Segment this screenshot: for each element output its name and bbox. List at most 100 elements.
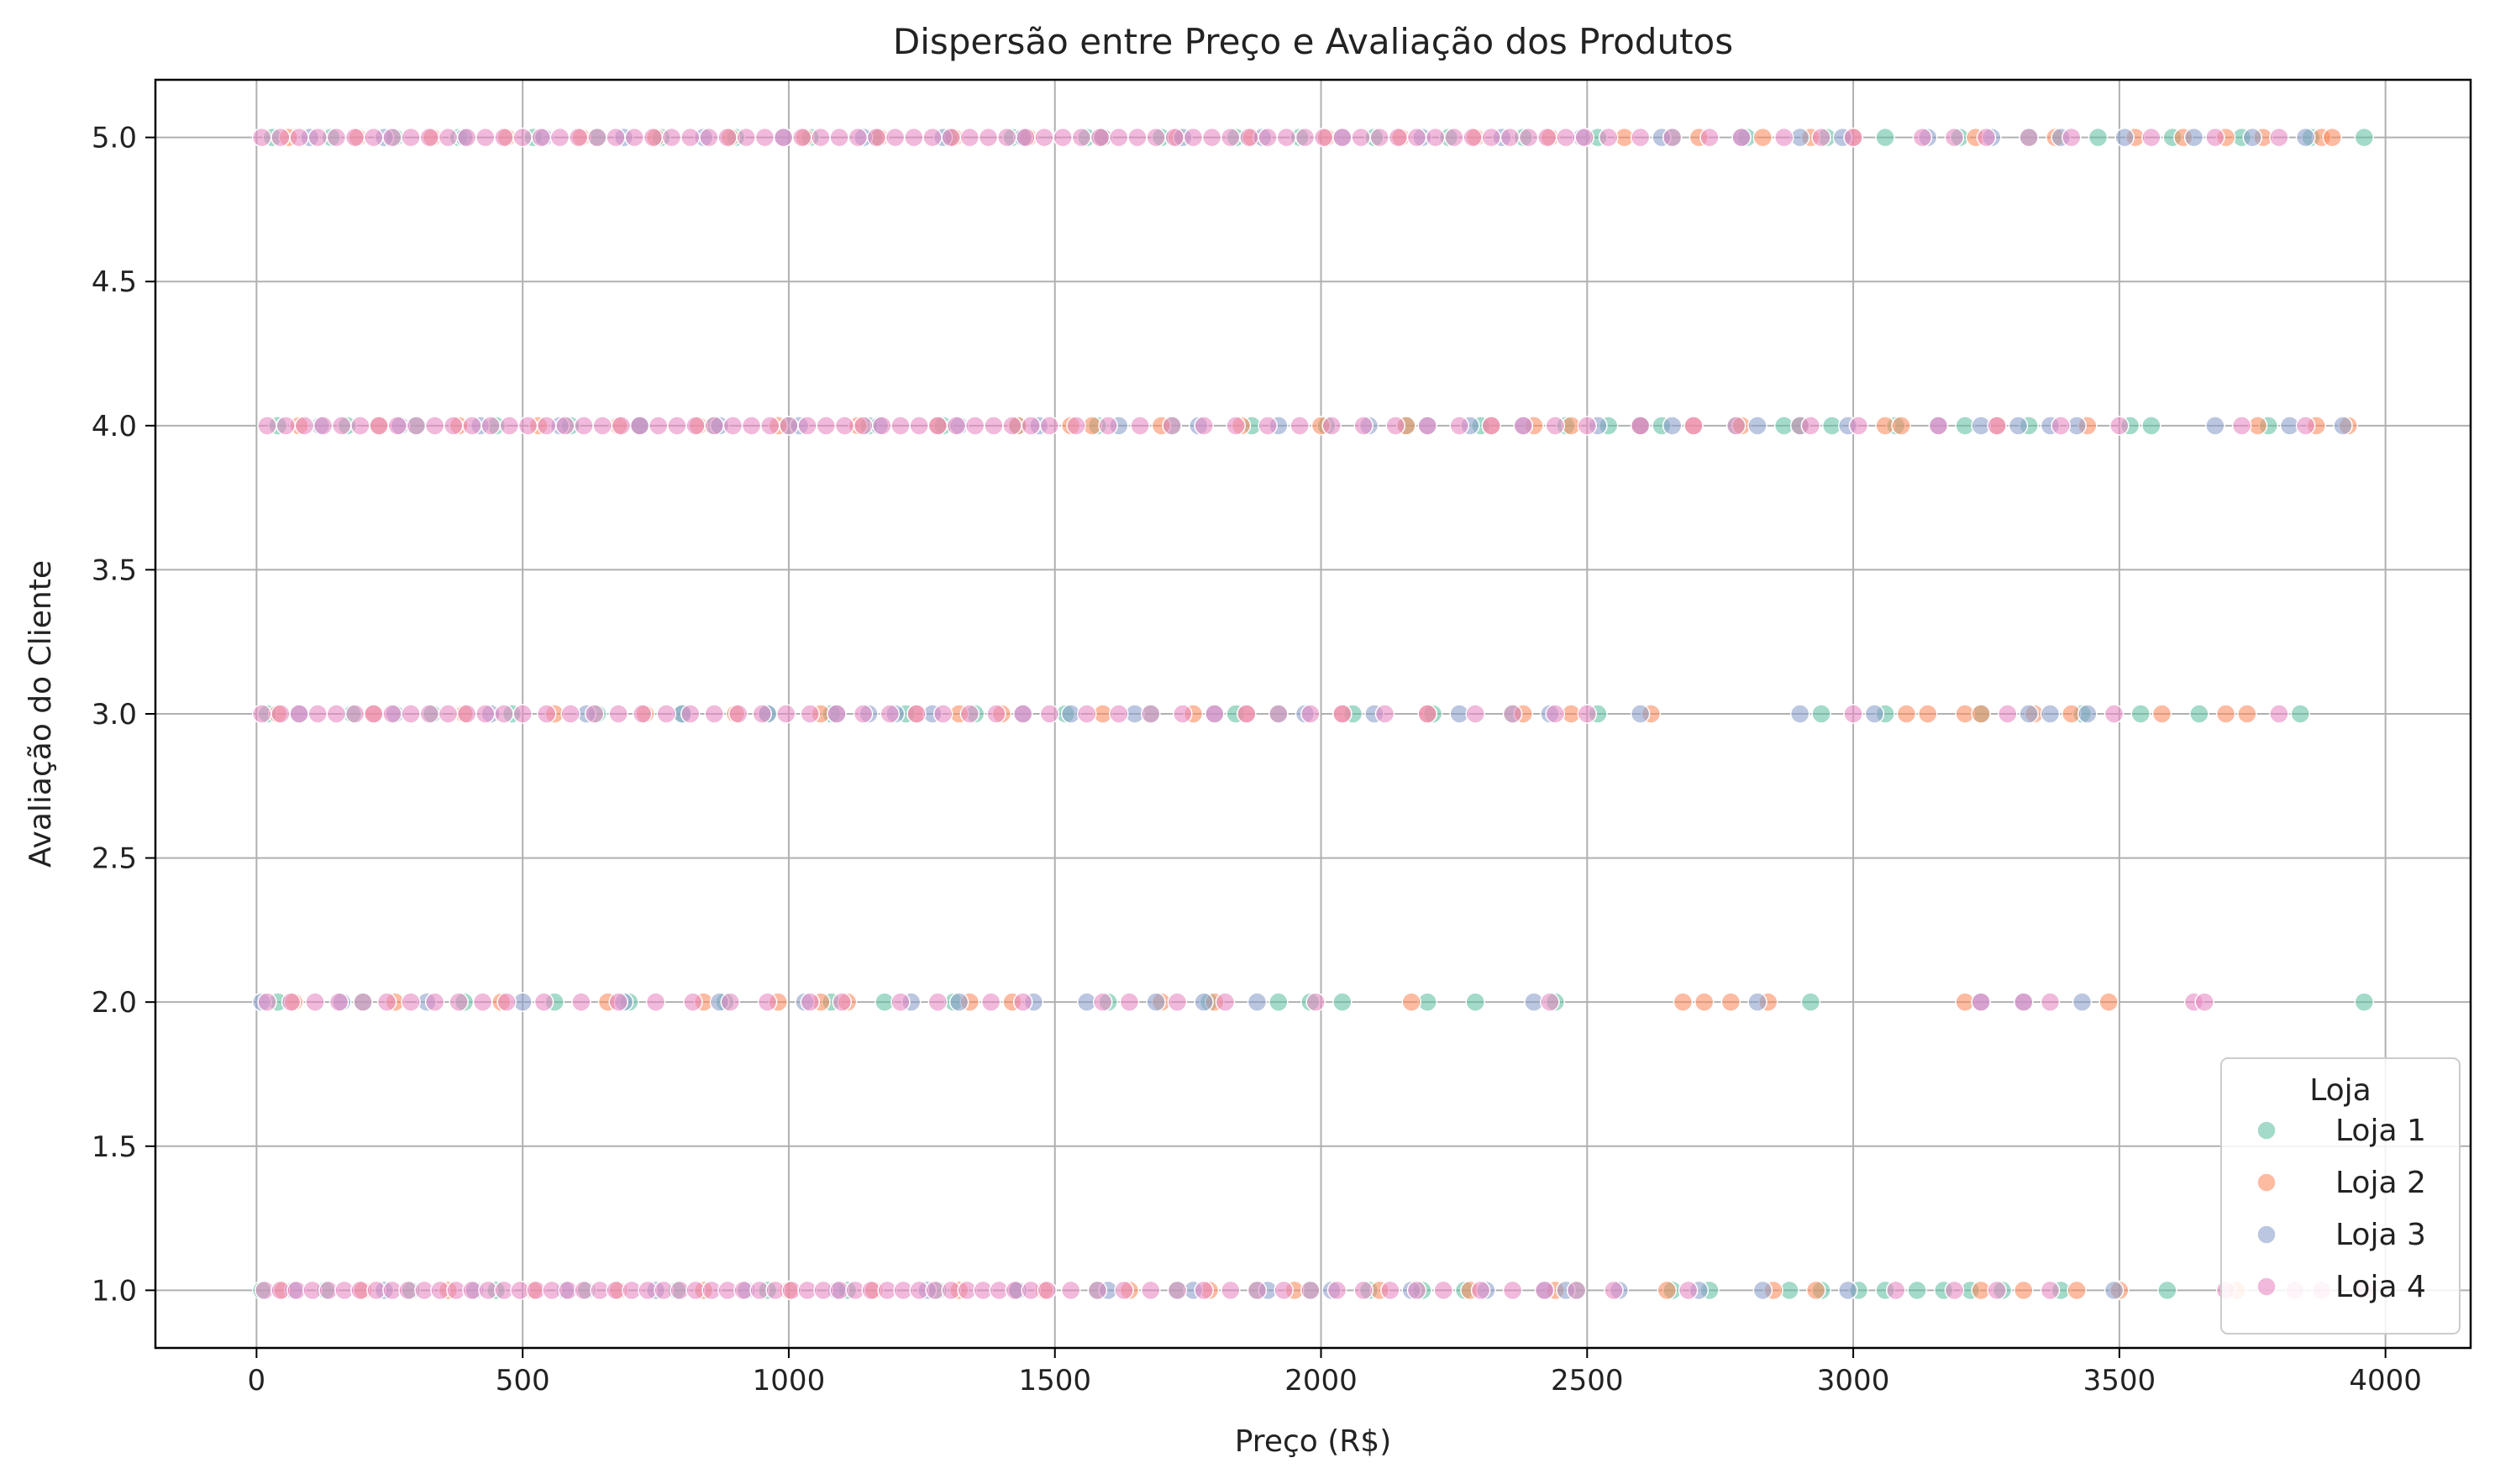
data-point — [376, 992, 397, 1012]
data-point — [1630, 416, 1651, 436]
data-point — [1891, 416, 1911, 436]
legend-marker — [2256, 1224, 2277, 1245]
data-point — [1944, 1280, 1965, 1301]
data-point — [773, 127, 794, 148]
data-point — [1918, 704, 1938, 724]
data-point — [800, 704, 821, 724]
data-point — [704, 704, 724, 724]
data-point — [512, 704, 533, 724]
legend-marker — [2256, 1277, 2277, 1297]
x-axis: 0 500 1000 1500 2000 2500 3000 3500 4000 — [248, 1348, 2422, 1397]
data-point — [1811, 704, 1831, 724]
data-point — [531, 127, 552, 148]
x-tick-label: 4000 — [2349, 1364, 2422, 1397]
data-point — [1012, 704, 1033, 724]
data-point — [289, 127, 309, 148]
data-point — [587, 127, 607, 148]
data-point — [1502, 1280, 1523, 1301]
x-tick-label: 500 — [496, 1364, 550, 1397]
x-tick-label: 1500 — [1018, 1364, 1091, 1397]
data-point — [699, 127, 719, 148]
data-point — [1215, 992, 1236, 1012]
data-point — [1694, 992, 1715, 1012]
data-point — [401, 704, 421, 724]
data-point — [1800, 416, 1821, 436]
data-point — [890, 992, 911, 1012]
legend-title: Loja — [2309, 1073, 2372, 1108]
data-point — [271, 127, 291, 148]
data-point — [853, 416, 874, 436]
data-point — [2157, 1280, 2177, 1301]
data-point — [959, 704, 980, 724]
y-tick-label: 1.0 — [92, 1274, 137, 1308]
data-point — [1332, 704, 1353, 724]
x-tick-label: 2000 — [1284, 1364, 1358, 1397]
y-tick-label: 3.0 — [92, 698, 137, 732]
data-point — [369, 416, 389, 436]
x-tick-label: 3000 — [1817, 1364, 1890, 1397]
data-point — [364, 127, 384, 148]
x-tick-label: 1000 — [753, 1364, 826, 1397]
data-point — [757, 992, 778, 1012]
data-point — [1016, 127, 1036, 148]
data-point — [848, 127, 869, 148]
data-point — [2183, 127, 2204, 148]
data-point — [1886, 1280, 1906, 1301]
data-point — [1066, 416, 1086, 436]
data-point — [2322, 127, 2343, 148]
data-point — [1747, 416, 1768, 436]
data-point — [1071, 127, 1092, 148]
data-point — [1164, 127, 1185, 148]
data-point — [624, 127, 644, 148]
data-point — [1481, 416, 1501, 436]
data-point — [344, 127, 365, 148]
data-point — [1247, 992, 1268, 1012]
data-point — [2040, 704, 2061, 724]
data-point — [1425, 127, 1446, 148]
data-point — [680, 704, 701, 724]
data-point — [1092, 992, 1113, 1012]
data-point — [2130, 704, 2151, 724]
data-point — [1239, 127, 1259, 148]
data-point — [344, 704, 365, 724]
data-point — [555, 416, 575, 436]
data-point — [1247, 1280, 1268, 1301]
data-point — [2215, 704, 2236, 724]
data-point — [1805, 1280, 1826, 1301]
data-point — [1274, 1280, 1294, 1301]
data-point — [1162, 416, 1182, 436]
data-point — [1332, 127, 1353, 148]
data-point — [305, 992, 325, 1012]
data-point — [872, 416, 892, 436]
data-point — [1300, 1280, 1321, 1301]
data-point — [1500, 127, 1521, 148]
data-point — [1087, 1280, 1108, 1301]
data-point — [1076, 704, 1097, 724]
y-tick-label: 3.5 — [92, 553, 137, 587]
data-point — [736, 127, 757, 148]
data-point — [927, 992, 948, 1012]
data-point — [382, 704, 402, 724]
data-point — [720, 992, 740, 1012]
data-point — [811, 127, 831, 148]
data-point — [1221, 127, 1241, 148]
data-point — [1021, 416, 1041, 436]
data-point — [424, 992, 445, 1012]
legend: Loja Loja 1 Loja 2 Loja 3 Loja 4 — [2220, 1057, 2461, 1335]
data-point — [922, 127, 943, 148]
data-point — [800, 992, 821, 1012]
data-point — [829, 127, 849, 148]
data-point — [1752, 1280, 1773, 1301]
data-point — [1673, 992, 1694, 1012]
data-point — [685, 416, 706, 436]
data-point — [832, 992, 853, 1012]
data-point — [1332, 992, 1353, 1012]
data-point — [890, 416, 911, 436]
data-point — [1843, 127, 1863, 148]
data-point — [1201, 127, 1222, 148]
data-point — [536, 704, 557, 724]
legend-box — [2220, 1057, 2461, 1335]
data-point — [1604, 1280, 1624, 1301]
data-point — [401, 992, 421, 1012]
data-point — [1875, 127, 1895, 148]
